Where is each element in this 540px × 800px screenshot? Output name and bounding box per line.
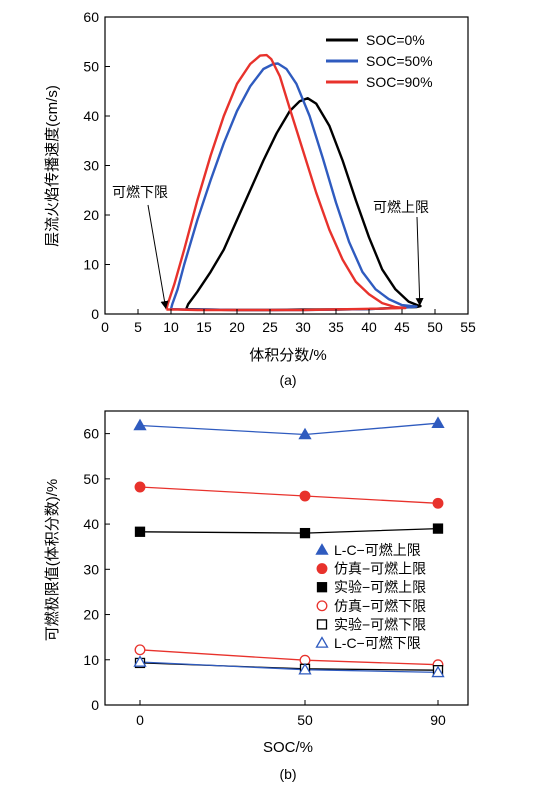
legend-b-swatch-3	[316, 600, 328, 612]
series-b-line-2	[139, 527, 439, 534]
chart-b-plot-frame	[104, 410, 469, 706]
x-tick-label-b-0: 0	[136, 712, 144, 728]
x-tick-label-a-20: 20	[229, 319, 245, 335]
x-tick-label-b-90: 90	[430, 712, 446, 728]
series-a-line-soc-50	[169, 62, 418, 312]
legend-b-label-2: 实验−可燃上限	[334, 579, 426, 595]
x-tick-label-a-30: 30	[295, 319, 311, 335]
chart-a: 0 5 10 15 20 25 30 35 40 45 50 55 0 10 20 30 40 50 60 SOC=…	[44, 9, 476, 388]
x-tick-label-a-55: 55	[460, 319, 476, 335]
series-b-line-3	[139, 649, 439, 666]
y-tick-label-b-40: 40	[83, 516, 99, 532]
chart-b: 0 50 90 0 10 20 30 40 50 60 L-C−可燃上限仿真−可燃上限实验−可燃上…	[43, 410, 469, 782]
x-tick-label-a-35: 35	[328, 319, 344, 335]
chart-a-series-layer	[165, 53, 422, 312]
x-tick-label-a-0: 0	[101, 319, 109, 335]
y-tick-label-b-20: 20	[83, 607, 99, 623]
chart-b-ticks: 0 50 90 0 10 20 30 40 50 60	[83, 426, 446, 728]
x-tick-label-a-45: 45	[394, 319, 410, 335]
legend-b-swatch-4	[316, 619, 328, 630]
series-b-point-0-90	[431, 416, 445, 428]
x-tick-label-b-50: 50	[297, 712, 313, 728]
legend-b-label-4: 实验−可燃下限	[334, 616, 426, 632]
annotation-upper-limit: 可燃上限	[373, 199, 429, 215]
series-b-point-1-90	[432, 497, 444, 509]
chart-b-panel-label: (b)	[279, 766, 296, 782]
chart-b-y-axis-label: 可燃极限值(体积分数)/%	[43, 479, 61, 642]
series-b-point-1-0	[134, 481, 146, 493]
legend-b-swatch-5	[315, 636, 329, 648]
chart-a-ticks: 0 5 10 15 20 25 30 35 40 45 50 55 0 10 20 30 40 50 60	[83, 9, 476, 335]
chart-b-x-axis-label: SOC/%	[263, 739, 313, 756]
chart-a-y-axis-label: 层流火焰传播速度(cm/s)	[44, 85, 61, 247]
series-b-point-5-0	[133, 655, 147, 667]
series-b-point-0-50	[298, 427, 312, 440]
y-tick-label-a-30: 30	[83, 158, 99, 174]
legend-b-swatch-1	[316, 563, 328, 575]
series-a-line-soc-90	[165, 53, 407, 312]
chart-b-series-layer	[133, 416, 445, 678]
legend-b-label-1: 仿真−可燃上限	[334, 561, 426, 577]
series-b-point-1-50	[299, 490, 311, 502]
legend-b-label-0: L-C−可燃上限	[334, 542, 421, 558]
x-tick-label-a-50: 50	[427, 319, 443, 335]
chart-a-panel-label: (a)	[279, 372, 296, 388]
series-b-line-0	[139, 422, 439, 436]
legend-a-label-soc0: SOC=0%	[366, 32, 425, 48]
y-tick-label-b-30: 30	[83, 561, 99, 577]
x-tick-label-a-25: 25	[262, 319, 278, 335]
series-b-point-2-90	[432, 523, 444, 534]
series-b-point-3-0	[134, 644, 146, 656]
y-tick-label-a-10: 10	[83, 257, 99, 273]
series-b-point-5-50	[298, 662, 312, 675]
series-b-line-1	[139, 486, 439, 504]
annotation-upper-limit-arrow	[415, 216, 424, 307]
legend-b-label-5: L-C−可燃下限	[334, 635, 421, 651]
y-tick-label-b-0: 0	[91, 697, 99, 713]
chart-a-legend: SOC=0% SOC=50% SOC=90%	[326, 32, 433, 90]
series-b-point-0-0	[133, 418, 147, 431]
legend-b-swatch-0	[315, 543, 329, 555]
y-tick-label-b-10: 10	[83, 652, 99, 668]
legend-a-label-soc50: SOC=50%	[366, 53, 433, 69]
y-tick-label-b-50: 50	[83, 471, 99, 487]
chart-a-x-axis-label: 体积分数/%	[249, 347, 327, 364]
series-b-point-2-50	[299, 527, 311, 539]
x-tick-label-a-40: 40	[361, 319, 377, 335]
y-tick-label-a-0: 0	[91, 306, 99, 322]
x-tick-label-a-5: 5	[134, 319, 142, 335]
y-tick-label-a-20: 20	[83, 207, 99, 223]
annotation-lower-limit: 可燃下限	[112, 184, 168, 200]
y-tick-label-a-60: 60	[83, 9, 99, 25]
series-b-point-2-0	[134, 526, 146, 537]
annotation-lower-limit-arrow	[147, 204, 169, 310]
x-tick-label-a-10: 10	[163, 319, 179, 335]
legend-b-label-3: 仿真−可燃下限	[334, 598, 426, 614]
legend-a-label-soc90: SOC=90%	[366, 74, 433, 90]
x-tick-label-a-15: 15	[196, 319, 212, 335]
series-b-point-5-90	[431, 665, 445, 678]
legend-b-swatch-2	[316, 582, 328, 593]
y-tick-label-a-50: 50	[83, 59, 99, 75]
y-tick-label-a-40: 40	[83, 108, 99, 124]
y-tick-label-b-60: 60	[83, 426, 99, 442]
